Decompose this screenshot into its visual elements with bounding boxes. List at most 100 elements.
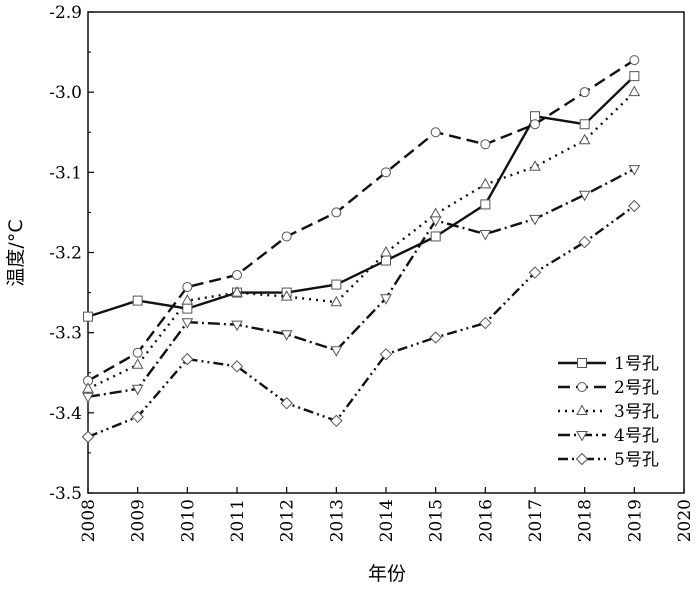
data-point: [430, 127, 441, 138]
data-point: [430, 231, 441, 242]
data-point: [429, 207, 442, 219]
series-1: [83, 71, 640, 322]
data-point: [380, 245, 392, 257]
data-point: [429, 216, 442, 227]
data-point: [579, 87, 590, 98]
y-tick-label: -3.1: [49, 163, 82, 183]
x-tick-label: 2019: [625, 499, 645, 542]
legend: 1号孔 2号孔 3号孔 4号孔 5号孔: [558, 354, 659, 470]
x-tick-label: 2015: [427, 499, 447, 542]
series-line: [87, 59, 635, 382]
data-point: [132, 295, 143, 306]
legend-label: 4号孔: [614, 426, 659, 446]
data-point: [330, 346, 343, 357]
data-point: [578, 190, 591, 202]
x-tick-label: 2017: [526, 499, 546, 542]
data-point: [231, 320, 243, 332]
data-point: [628, 85, 641, 97]
legend-marker: [577, 382, 587, 392]
legend-label: 1号孔: [614, 354, 659, 374]
x-tick-label: 2010: [178, 499, 198, 542]
data-point: [629, 71, 640, 82]
data-point: [579, 119, 590, 130]
series-5: [81, 199, 641, 444]
data-point: [280, 290, 293, 301]
data-point: [181, 318, 194, 329]
x-tick-label: 2014: [377, 499, 397, 542]
data-point: [131, 410, 144, 424]
series-layer: [81, 55, 641, 444]
series-line: [87, 205, 636, 439]
legend-marker: [575, 452, 589, 466]
y-tick-label: -3.4: [49, 404, 82, 424]
data-point: [381, 255, 391, 266]
data-point: [232, 269, 242, 280]
data-point: [330, 295, 343, 307]
data-point: [530, 119, 540, 130]
data-point: [231, 286, 243, 297]
series-line: [87, 91, 636, 390]
data-point: [82, 392, 94, 404]
x-tick-label: 2011: [228, 499, 248, 542]
data-point: [379, 348, 393, 361]
data-point: [331, 207, 342, 218]
legend-label: 5号孔: [614, 450, 659, 470]
x-tick-label: 2013: [327, 499, 347, 542]
data-point: [628, 165, 641, 176]
data-point: [479, 177, 492, 189]
data-point: [528, 266, 542, 279]
legend-marker: [577, 358, 587, 368]
data-point: [131, 384, 144, 396]
data-point: [381, 167, 391, 178]
y-tick-label: -3.0: [49, 83, 82, 103]
series-3: [82, 85, 641, 393]
y-tick-label: -3.5: [49, 484, 82, 504]
data-point: [82, 382, 94, 393]
data-point: [380, 294, 392, 305]
data-point: [529, 160, 541, 171]
data-point: [181, 294, 194, 305]
data-point: [181, 352, 194, 366]
series-4: [82, 165, 641, 404]
y-tick-label: -3.2: [49, 244, 82, 264]
x-tick-label: 2016: [476, 499, 496, 542]
data-point: [132, 347, 143, 358]
data-point: [578, 133, 591, 145]
series-2: [83, 55, 640, 386]
legend-label: 3号孔: [614, 402, 659, 422]
data-point: [628, 199, 641, 213]
y-axis-title: 温度/°C: [5, 219, 27, 286]
data-point: [479, 316, 492, 330]
x-tick-label: 2018: [576, 499, 596, 542]
data-point: [479, 230, 492, 241]
legend-label: 2号孔: [614, 378, 659, 398]
x-tick-label: 2020: [675, 499, 695, 542]
data-point: [131, 358, 144, 369]
x-tick-label: 2009: [129, 499, 149, 542]
data-point: [280, 330, 293, 341]
data-point: [81, 430, 95, 444]
data-point: [578, 235, 591, 249]
y-tick-label: -2.9: [49, 3, 82, 23]
x-axis-title: 年份: [368, 563, 406, 585]
data-point: [280, 397, 293, 410]
data-point: [330, 414, 343, 428]
data-point: [182, 303, 193, 314]
data-point: [281, 231, 292, 242]
y-tick-label: -3.3: [49, 324, 82, 344]
series-line: [87, 168, 635, 398]
data-point: [83, 311, 93, 322]
legend-marker: [576, 431, 588, 442]
legend-marker: [576, 404, 588, 415]
x-tick-label: 2008: [79, 499, 99, 542]
data-point: [480, 199, 491, 210]
data-point: [480, 139, 491, 150]
data-point: [429, 331, 442, 344]
data-point: [230, 360, 244, 373]
data-point: [529, 214, 541, 226]
data-point: [629, 55, 640, 66]
x-tick-label: 2012: [278, 499, 298, 542]
data-point: [182, 281, 193, 292]
data-point: [331, 279, 342, 290]
